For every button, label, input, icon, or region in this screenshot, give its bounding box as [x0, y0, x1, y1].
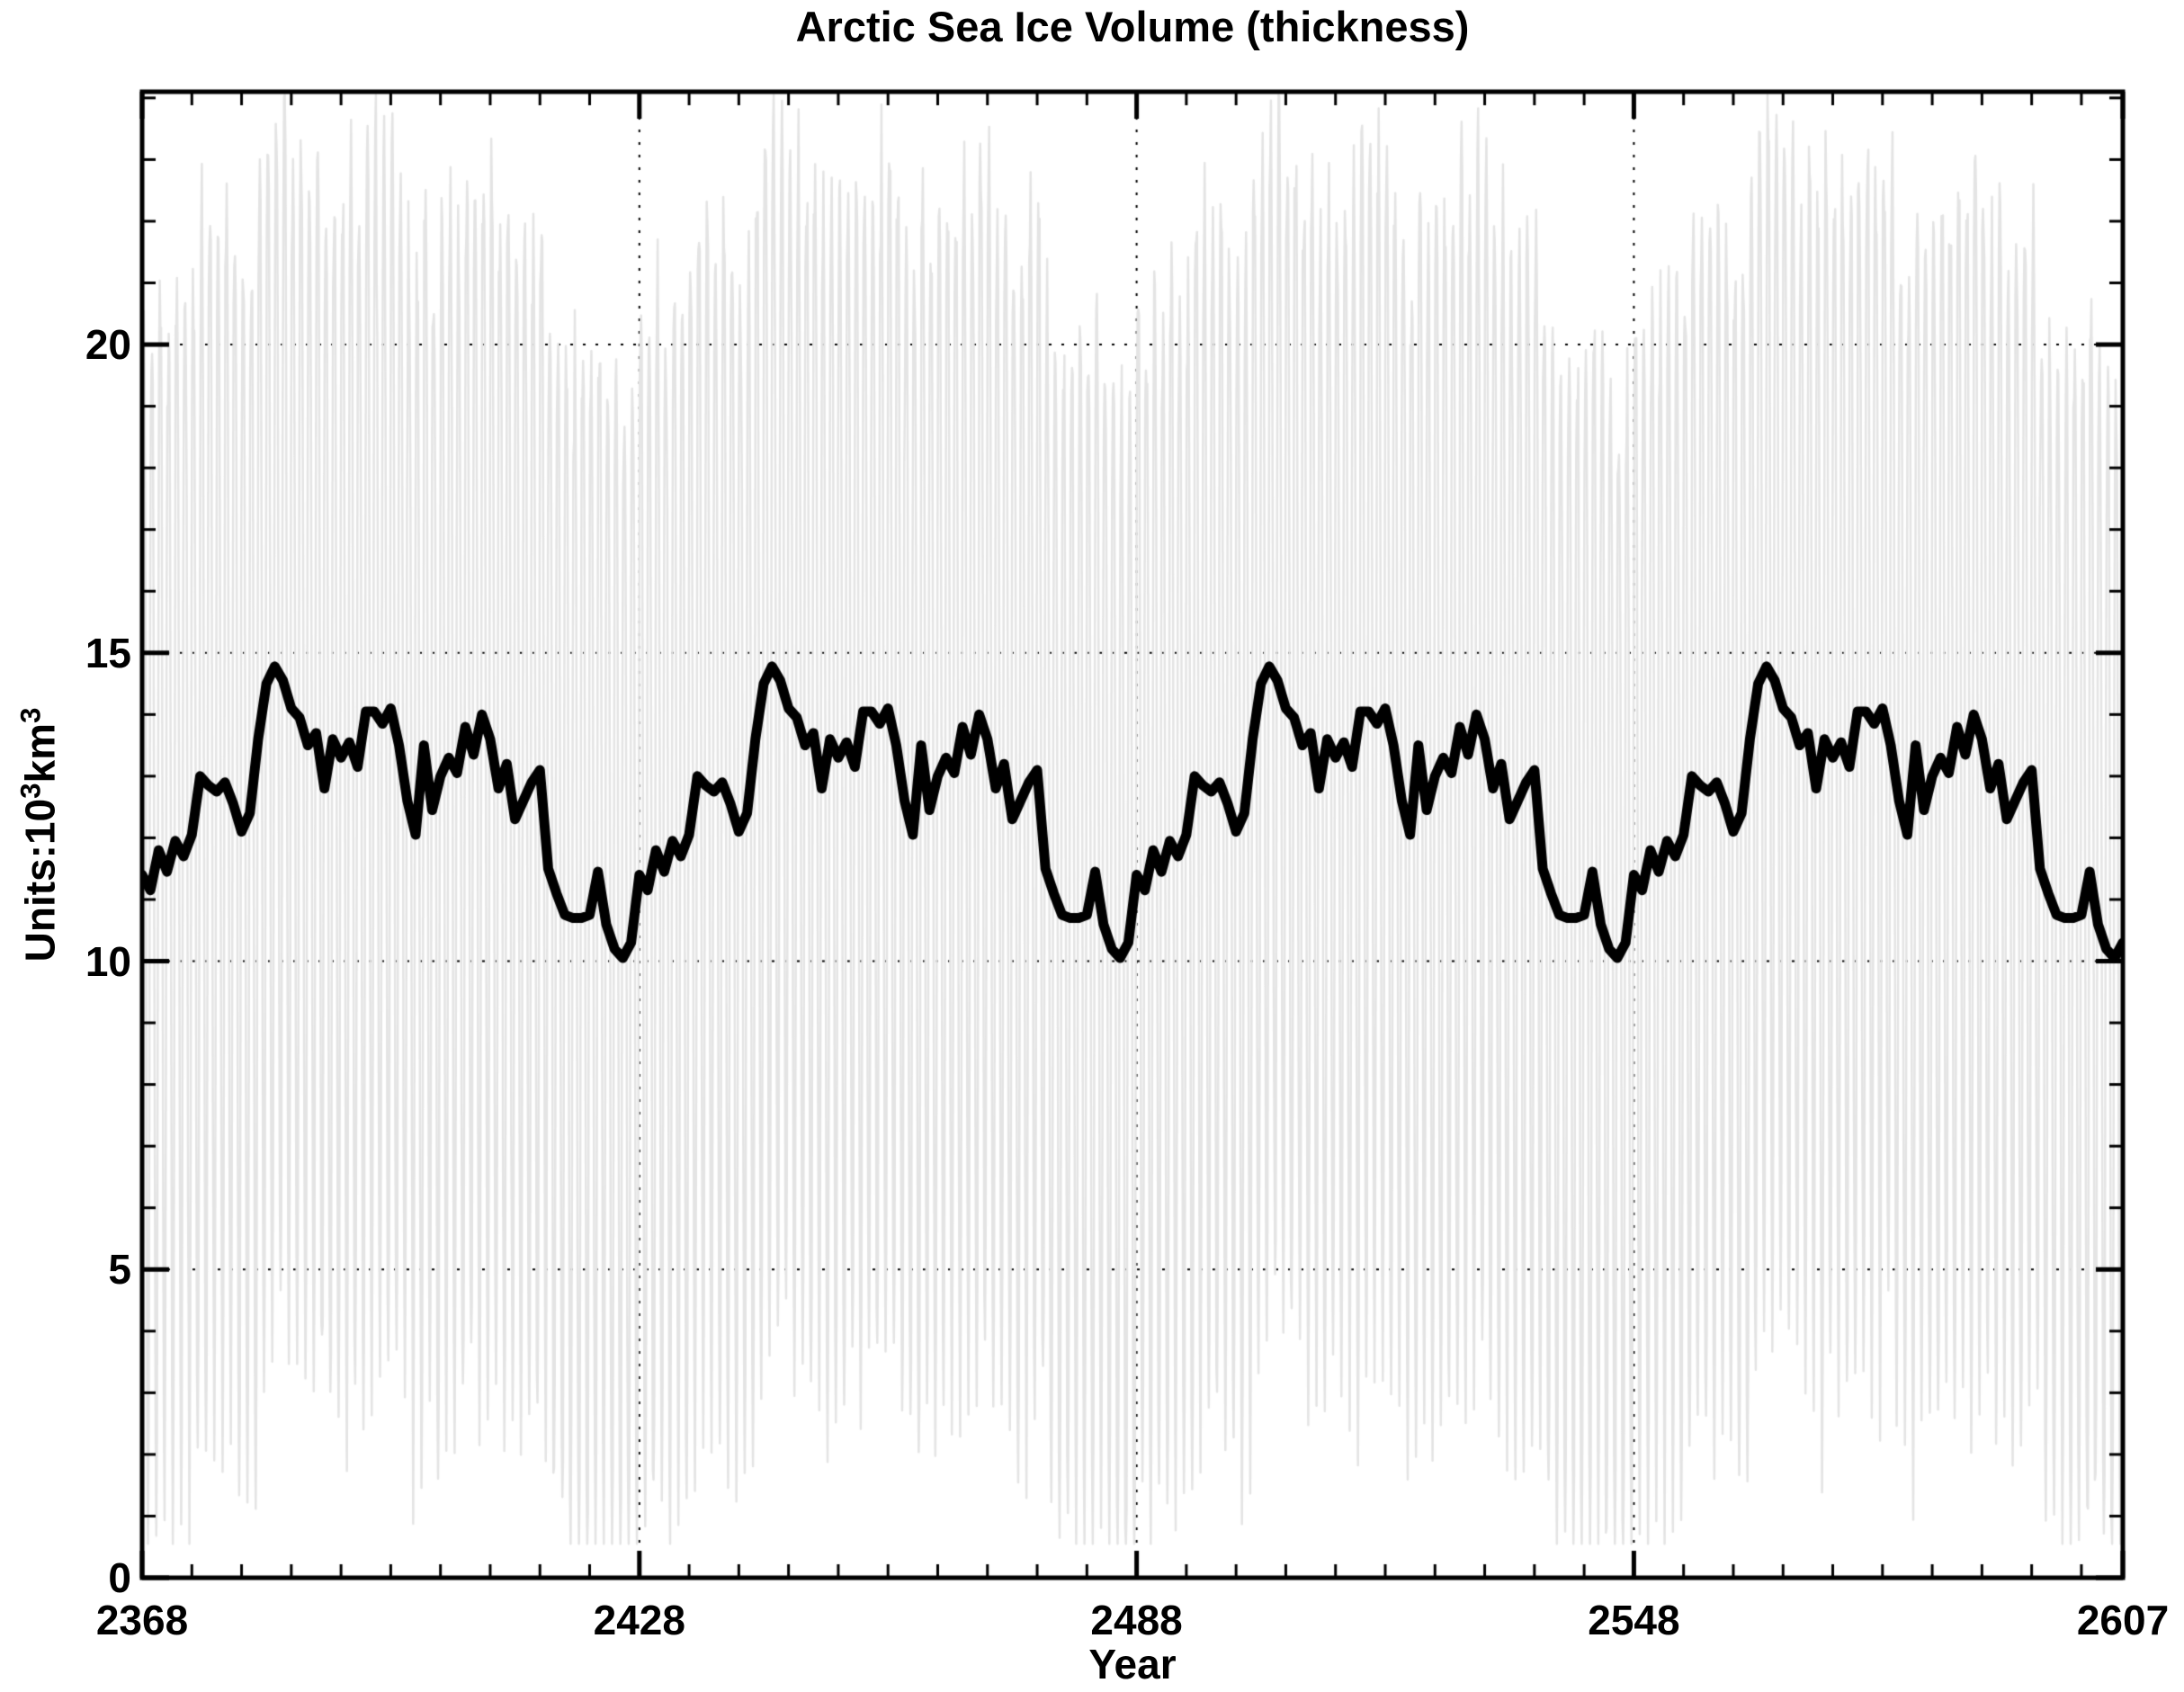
x-tick-label: 2548 — [1588, 1597, 1680, 1643]
x-tick-label: 2607 — [2076, 1597, 2170, 1643]
y-axis-label: Units:103km3 — [14, 707, 64, 962]
y-tick-label: 15 — [85, 629, 131, 676]
y-tick-label: 5 — [108, 1246, 131, 1294]
x-tick-label: 2368 — [95, 1597, 189, 1643]
x-tick-label: 2488 — [1090, 1597, 1183, 1643]
y-tick-label: 10 — [85, 937, 131, 985]
x-tick-label: 2428 — [593, 1597, 685, 1643]
y-tick-label: 20 — [85, 321, 131, 369]
chart-title: Arctic Sea Ice Volume (thickness) — [795, 3, 1470, 50]
x-axis-label: Year — [1088, 1641, 1177, 1688]
y-tick-label: 0 — [108, 1554, 131, 1601]
